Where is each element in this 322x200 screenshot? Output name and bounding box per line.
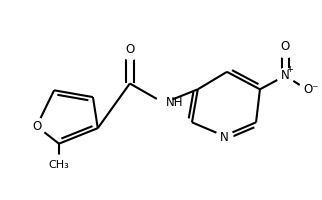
Text: O: O [32, 120, 41, 133]
Text: O⁻: O⁻ [304, 83, 319, 96]
Text: O: O [125, 43, 135, 56]
Text: N: N [281, 69, 289, 82]
Text: O: O [280, 40, 290, 53]
Text: NH: NH [166, 96, 183, 109]
Text: CH₃: CH₃ [49, 160, 69, 170]
Text: +: + [287, 65, 293, 74]
Text: N: N [220, 131, 228, 144]
